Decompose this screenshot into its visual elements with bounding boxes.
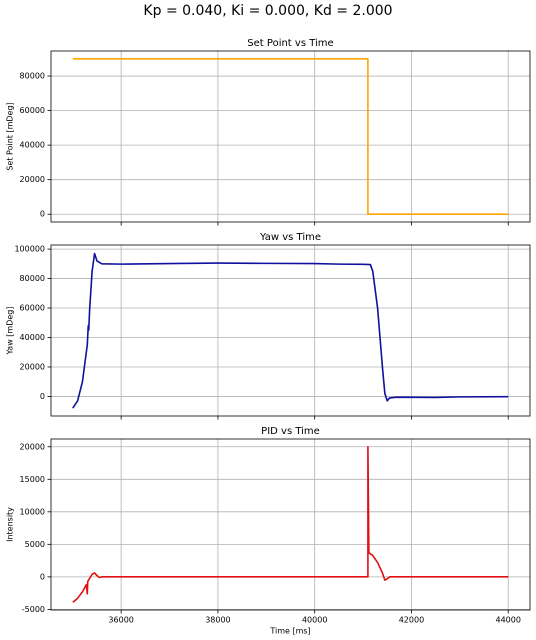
y-tick-label: 10000 bbox=[20, 507, 45, 516]
axes-frame bbox=[50, 50, 531, 223]
y-tick-label: 5000 bbox=[25, 540, 45, 549]
y-tick-label: 60000 bbox=[20, 106, 45, 115]
y-tick-label: 80000 bbox=[20, 274, 45, 283]
y-axis-label: Intensity bbox=[6, 507, 15, 542]
y-tick-label: 15000 bbox=[20, 475, 45, 484]
figure-title: Kp = 0.040, Ki = 0.000, Kd = 2.000 bbox=[143, 3, 392, 19]
y-tick-label: 60000 bbox=[20, 304, 45, 313]
y-tick-label: 20000 bbox=[20, 175, 45, 184]
axes-frame bbox=[50, 438, 531, 611]
y-tick-label: 0 bbox=[40, 210, 45, 219]
y-tick-label: 40000 bbox=[20, 333, 45, 342]
data-line bbox=[72, 57, 509, 216]
subplot-title: PID vs Time bbox=[261, 426, 320, 437]
y-tick-label: 0 bbox=[40, 392, 45, 401]
data-line bbox=[72, 252, 509, 409]
subplot-title: Yaw vs Time bbox=[259, 232, 321, 243]
x-tick-label: 40000 bbox=[302, 616, 327, 625]
y-tick-label: 40000 bbox=[20, 141, 45, 150]
subplot-title: Set Point vs Time bbox=[247, 38, 333, 49]
x-axis-label: Time [ms] bbox=[269, 627, 310, 636]
x-tick-label: 38000 bbox=[205, 616, 230, 625]
x-tick-label: 36000 bbox=[108, 616, 133, 625]
y-tick-label: 20000 bbox=[20, 362, 45, 371]
x-tick-label: 42000 bbox=[399, 616, 424, 625]
y-tick-label: 80000 bbox=[20, 72, 45, 81]
y-tick-label: -5000 bbox=[22, 605, 45, 614]
y-tick-label: 20000 bbox=[20, 442, 45, 451]
y-tick-label: 0 bbox=[40, 572, 45, 581]
y-tick-label: 100000 bbox=[14, 245, 45, 254]
axes-frame bbox=[50, 244, 531, 417]
x-tick-label: 44000 bbox=[496, 616, 521, 625]
y-axis-label: Set Point [mDeg] bbox=[6, 102, 15, 170]
data-line bbox=[72, 445, 509, 603]
y-axis-label: Yaw [mDeg] bbox=[6, 307, 15, 356]
